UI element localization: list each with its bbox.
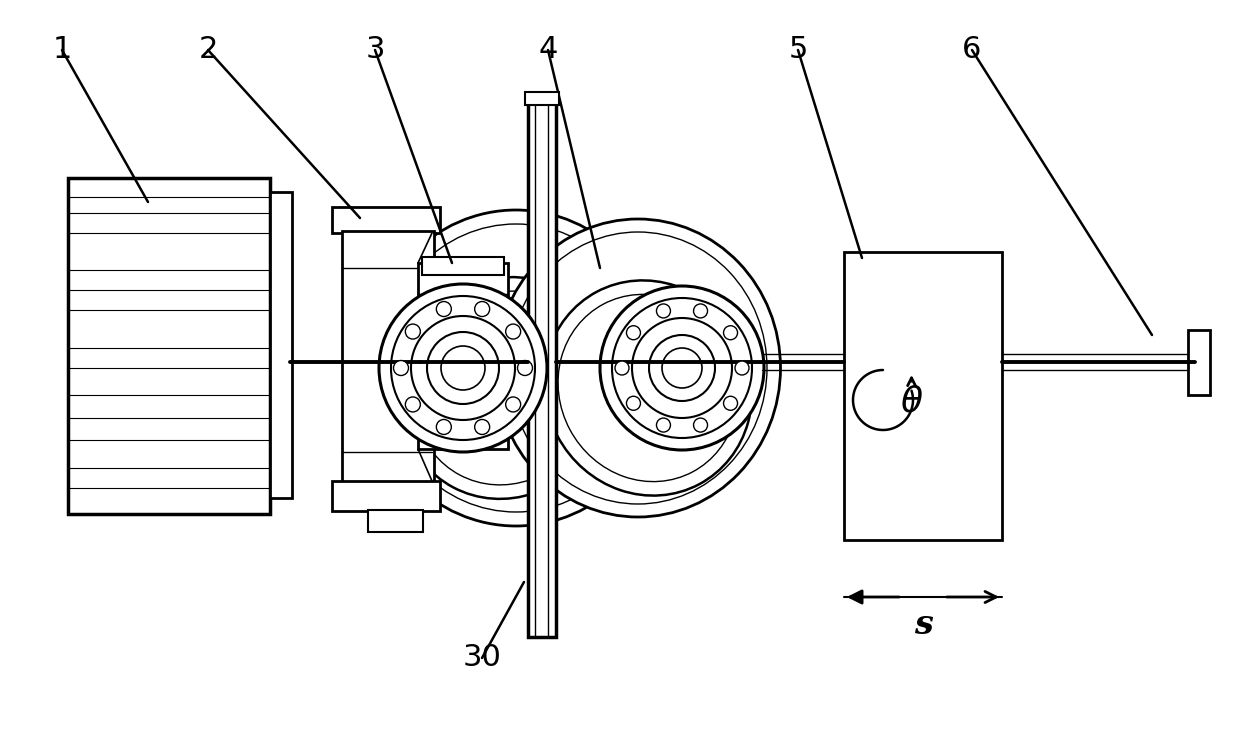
Circle shape (405, 397, 420, 412)
Circle shape (693, 304, 708, 318)
Text: 4: 4 (538, 35, 558, 65)
Circle shape (475, 302, 490, 316)
Circle shape (436, 419, 451, 435)
Ellipse shape (399, 277, 613, 499)
Text: 5: 5 (789, 35, 807, 65)
Bar (418, 263, 508, 449)
Text: $\theta$: $\theta$ (900, 385, 924, 419)
Circle shape (626, 326, 640, 340)
Circle shape (662, 348, 702, 388)
Circle shape (735, 361, 749, 375)
Circle shape (613, 298, 751, 438)
Circle shape (475, 419, 490, 435)
Circle shape (724, 326, 738, 340)
Bar (368, 510, 423, 532)
Bar (1188, 330, 1210, 395)
Circle shape (506, 324, 521, 339)
Circle shape (393, 360, 408, 376)
Circle shape (391, 296, 534, 440)
Circle shape (632, 318, 732, 418)
Circle shape (626, 396, 640, 410)
Bar (528, 103, 556, 637)
Ellipse shape (558, 294, 738, 482)
Circle shape (693, 418, 708, 432)
Circle shape (410, 316, 515, 420)
Circle shape (656, 304, 671, 318)
Circle shape (436, 302, 451, 316)
Circle shape (427, 332, 498, 404)
Circle shape (600, 286, 764, 450)
Circle shape (649, 335, 715, 401)
Bar (422, 257, 503, 275)
Bar (342, 231, 434, 483)
Text: 1: 1 (52, 35, 72, 65)
Circle shape (506, 397, 521, 412)
Text: s: s (914, 608, 932, 642)
Ellipse shape (508, 232, 768, 504)
Text: 3: 3 (366, 35, 384, 65)
Ellipse shape (379, 224, 652, 512)
Bar (68, 178, 270, 514)
Text: 6: 6 (962, 35, 982, 65)
Text: 2: 2 (198, 35, 218, 65)
Bar (332, 207, 440, 233)
Ellipse shape (413, 291, 599, 485)
Circle shape (441, 346, 485, 390)
Ellipse shape (366, 210, 666, 526)
Circle shape (724, 396, 738, 410)
Bar (332, 481, 440, 511)
Bar (270, 192, 291, 498)
Bar (525, 92, 559, 105)
Circle shape (656, 418, 671, 432)
Text: 30: 30 (463, 644, 501, 672)
Circle shape (405, 324, 420, 339)
Ellipse shape (544, 280, 751, 495)
Bar (844, 252, 1002, 540)
Circle shape (615, 361, 629, 375)
Circle shape (517, 360, 532, 376)
Circle shape (379, 284, 547, 452)
Ellipse shape (496, 219, 780, 517)
